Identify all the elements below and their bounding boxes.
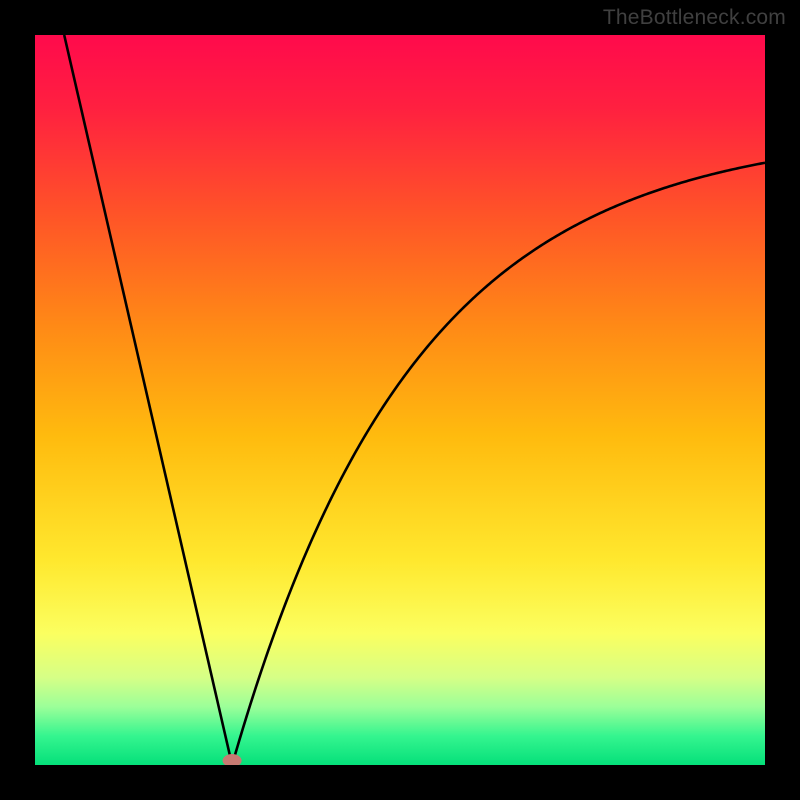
gradient-background [35, 35, 765, 765]
chart-container: TheBottleneck.com [0, 0, 800, 800]
watermark-text: TheBottleneck.com [603, 6, 786, 30]
bottleneck-curve-chart [0, 0, 800, 800]
